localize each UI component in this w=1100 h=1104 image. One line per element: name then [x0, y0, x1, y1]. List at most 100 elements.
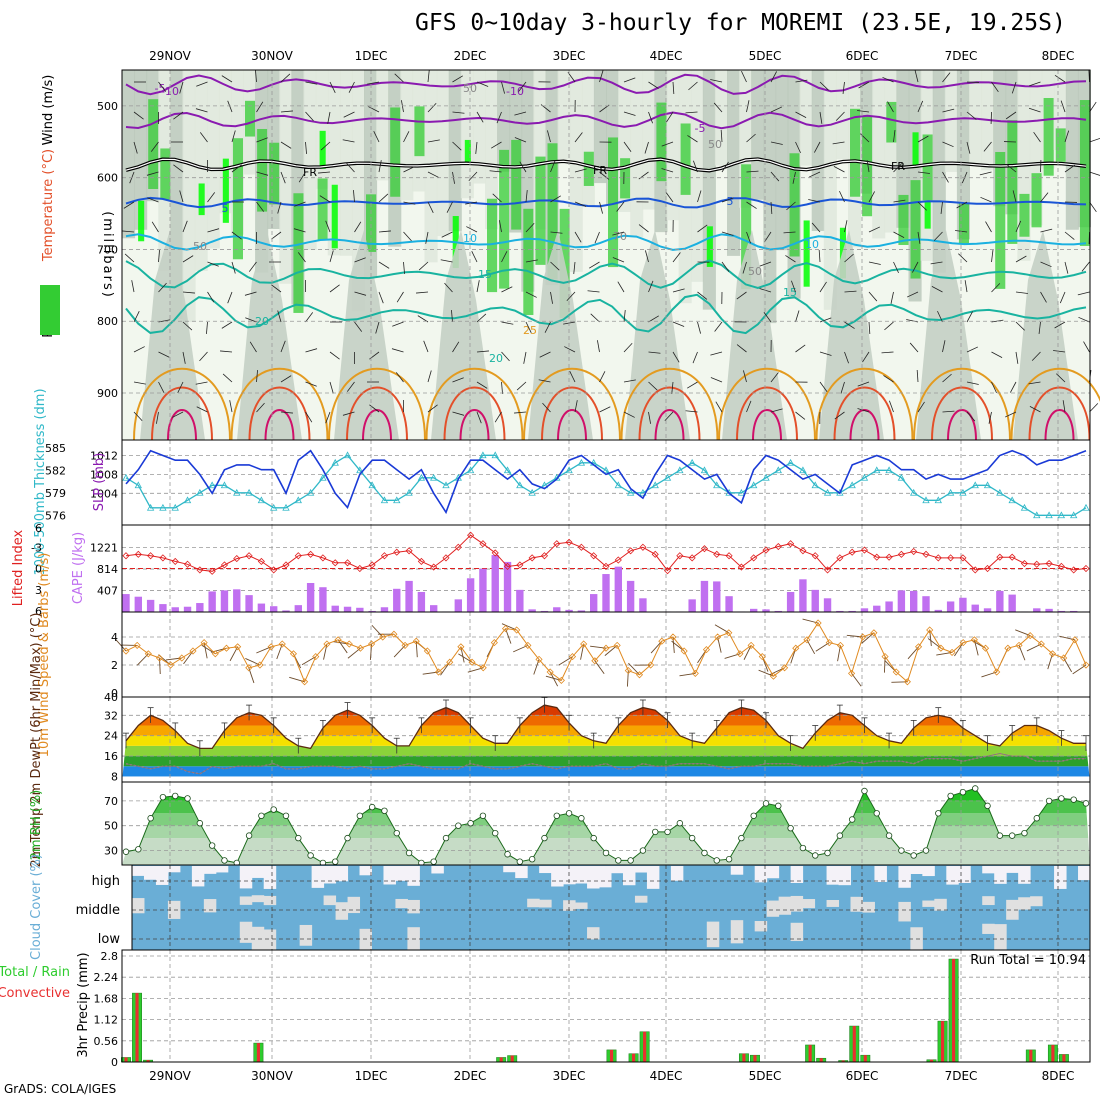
cape-bar	[221, 590, 228, 612]
cloud-middle	[575, 903, 587, 909]
rh-point	[923, 848, 929, 854]
date-label-top-30NOV: 30NOV	[251, 49, 293, 63]
footer-credit: GrADS: COLA/IGES	[4, 1082, 116, 1096]
rh-label: 50	[708, 138, 722, 151]
rh-shade-moist	[499, 150, 509, 289]
temp-band	[122, 746, 1090, 756]
cloud-high	[407, 866, 419, 886]
cape-bar	[245, 595, 252, 612]
y-tick-cloud-middle: middle	[76, 903, 120, 918]
rh-shade-saturated	[913, 132, 919, 167]
precip-bar-convective	[809, 1045, 812, 1062]
cape-bar	[196, 603, 203, 612]
y-tick-rh: 70	[104, 795, 118, 808]
y-tick-temp: 32	[104, 709, 118, 722]
cape-bar	[270, 606, 277, 612]
y-tick-precip: 1.12	[94, 1014, 119, 1027]
rh-point	[308, 853, 314, 859]
date-label-bottom-7DEC: 7DEC	[945, 1069, 978, 1083]
cloud-high	[1054, 866, 1066, 889]
legend-total-rain: Total / Rain	[0, 965, 70, 980]
rh-point	[283, 813, 289, 819]
cloud-high	[383, 866, 395, 884]
cloud-middle	[898, 902, 910, 922]
date-label-bottom-8DEC: 8DEC	[1042, 1069, 1075, 1083]
precip-bar-convective	[643, 1032, 646, 1062]
rh-shade-moist	[850, 109, 860, 197]
y-axis-label-pressure: (millibars)	[100, 211, 115, 299]
isotherm-label: FR	[891, 160, 905, 173]
cloud-middle	[791, 896, 803, 912]
y-tick-thickness: 576	[45, 509, 66, 522]
cloud-middle	[324, 896, 336, 906]
cape-bar	[233, 589, 240, 612]
cloud-high	[1078, 866, 1090, 880]
rh-point	[960, 789, 966, 795]
cape-bar	[455, 599, 462, 612]
y-tick-cloud-low: low	[98, 932, 121, 947]
rh-point	[652, 829, 658, 835]
rh-label: 50	[193, 240, 207, 253]
precip-bar-convective	[610, 1050, 613, 1062]
rh-point	[505, 851, 511, 857]
cape-bar	[418, 592, 425, 612]
cape-bar	[972, 605, 979, 612]
rh-point	[628, 858, 634, 864]
rh-point	[616, 858, 622, 864]
rh-point	[468, 820, 474, 826]
precip-bar-convective	[257, 1043, 260, 1062]
y-tick-wind: 2	[111, 659, 118, 672]
cloud-middle	[527, 899, 539, 908]
cape-bar	[492, 555, 499, 612]
y-tick-lifted-index: -3	[31, 541, 42, 554]
cape-bar	[295, 605, 302, 612]
rh-point	[714, 858, 720, 864]
cape-bar	[947, 601, 954, 612]
rh-point	[271, 807, 277, 813]
y-axis-label-precip: 3hr Precip (mm)	[76, 952, 91, 1057]
cloud-high	[503, 866, 515, 872]
y-tick-temp: 16	[104, 750, 118, 763]
isotherm-label: -5	[695, 122, 706, 135]
rh-point	[554, 813, 560, 819]
rh-point	[751, 813, 757, 819]
precip-bar-convective	[941, 1021, 944, 1062]
cape-bar	[258, 604, 265, 612]
rh-point	[296, 835, 302, 841]
precip-bar-convective	[742, 1054, 745, 1062]
rh-point	[726, 856, 732, 862]
y-tick-rh: 50	[104, 820, 118, 833]
wind-barb	[1090, 172, 1100, 176]
cloud-high	[192, 866, 204, 886]
y-tick-precip: 0	[111, 1056, 118, 1069]
rh-shade-moist	[233, 138, 243, 259]
cloud-middle	[1018, 897, 1030, 909]
rh-point	[148, 815, 154, 821]
rh-shade-moist	[1080, 100, 1090, 246]
y-tick-pressure: 900	[97, 387, 118, 400]
cloud-middle	[1030, 896, 1042, 906]
rh-point	[1059, 796, 1065, 802]
rh-shade	[207, 70, 220, 248]
cloud-high	[395, 866, 407, 881]
rh-point	[579, 815, 585, 821]
rh-point	[332, 859, 338, 865]
cape-bar	[799, 579, 806, 612]
rh-point	[603, 850, 609, 856]
cloud-high	[982, 866, 994, 873]
rh-shade-saturated	[925, 201, 931, 228]
cloud-high	[671, 866, 683, 881]
cloud-high	[731, 866, 743, 875]
rh-shade-moist	[535, 157, 545, 265]
precip-bar-convective	[1029, 1050, 1032, 1062]
rh-point	[246, 833, 252, 839]
cape-bar	[159, 604, 166, 612]
rh-shade	[872, 70, 885, 238]
rh-point	[1009, 833, 1015, 839]
rh-point	[1022, 830, 1028, 836]
rh-point	[689, 835, 695, 841]
cape-bar	[885, 601, 892, 612]
rh-shade-moist	[318, 178, 328, 240]
y-tick-rh: 30	[104, 845, 118, 858]
